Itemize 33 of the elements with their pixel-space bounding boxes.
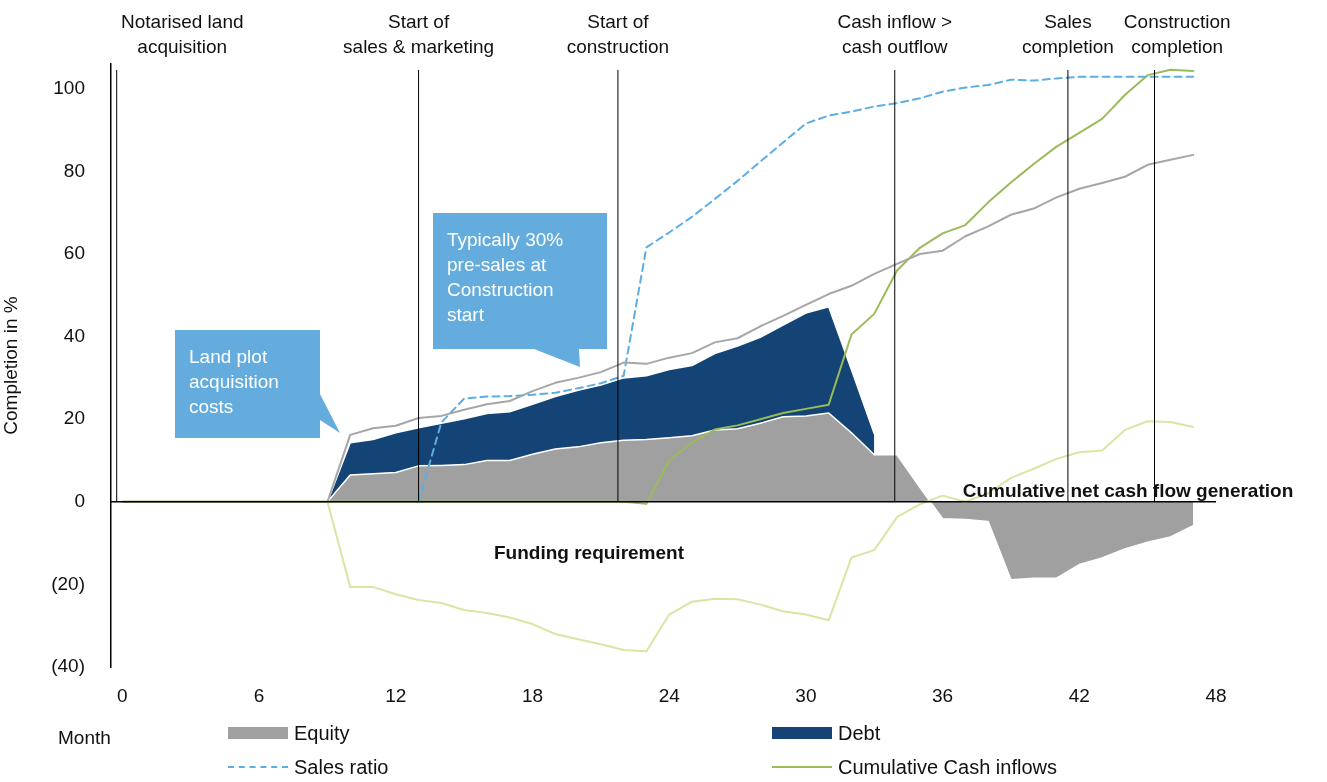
x-tick-label: 36 <box>932 684 954 706</box>
legend-label: Sales ratio <box>294 755 389 779</box>
line-series <box>417 75 1195 503</box>
y-tick-label: 60 <box>63 242 85 264</box>
y-tick-label: 40 <box>63 324 85 346</box>
ref-line-label: Construction completion <box>1123 11 1231 57</box>
annotation: Land plot acquisition costs <box>189 345 280 419</box>
x-tick-label: 18 <box>521 684 544 706</box>
x-tick-label: 0 <box>117 684 128 706</box>
x-tick-label: 12 <box>385 684 407 706</box>
x-tick-label: 30 <box>795 684 817 706</box>
y-tick-label: (20) <box>51 572 85 594</box>
legend-label: Debt <box>838 721 881 745</box>
ref-line-label: Start of construction <box>566 11 670 57</box>
x-tick-label: 42 <box>1068 684 1090 706</box>
annotation: Typically 30% pre-sales at Construction start <box>447 228 565 327</box>
y-tick-label: 0 <box>74 490 85 512</box>
y-tick-label: 100 <box>53 77 85 99</box>
y-tick-label: 80 <box>63 159 85 181</box>
y-tick-label: (40) <box>51 655 85 677</box>
ref-line-label: Notarised land acquisition <box>120 11 244 57</box>
annotation: Funding requirement <box>494 542 685 564</box>
legend-label: Cumulative Cash inflows <box>838 755 1057 779</box>
x-tick-label: 24 <box>658 684 681 706</box>
x-tick-label: 6 <box>253 684 265 706</box>
x-axis-title: Month <box>58 727 111 749</box>
y-tick-label: 20 <box>63 407 85 429</box>
x-tick-label: 48 <box>1205 684 1227 706</box>
ref-line-label: Start of sales & marketing <box>343 11 495 57</box>
ref-line-label: Sales completion <box>1021 11 1114 57</box>
ref-line-label: Cash inflow > cash outflow <box>837 11 953 57</box>
legend-label: Equity <box>294 721 350 745</box>
y-axis-title: Completion in % <box>0 296 21 435</box>
